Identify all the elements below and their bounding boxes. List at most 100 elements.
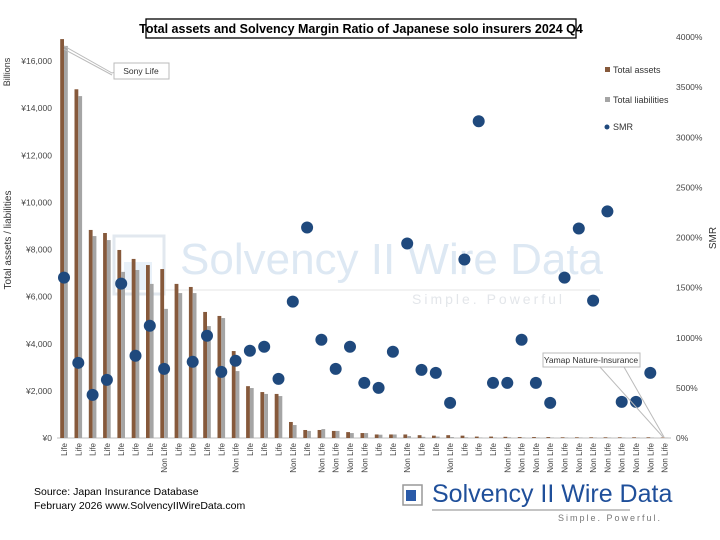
logo-frame-icon — [402, 484, 423, 506]
smr-point — [429, 366, 442, 379]
bar-total-assets — [360, 433, 365, 438]
sony-life-label-box — [113, 62, 170, 80]
bar-total-assets — [303, 429, 308, 438]
smr-point — [401, 237, 414, 250]
logo-tagline: Simple. Powerful. — [558, 513, 662, 523]
bar-total-assets — [74, 89, 79, 439]
bar-total-assets — [389, 434, 393, 438]
x-tick-label: Non Life — [346, 442, 355, 472]
yamap-leader — [599, 366, 664, 438]
x-tick-label: Life — [60, 442, 69, 455]
smr-point — [601, 205, 614, 218]
chart-title: Total assets and Solvency Margin Ratio o… — [139, 22, 583, 36]
bar-total-assets — [260, 392, 265, 438]
logo-square-icon — [406, 490, 416, 501]
smr-point — [301, 221, 314, 234]
legend-total-liabilities-label: Total liabilities — [613, 95, 669, 105]
smr-point — [472, 115, 485, 128]
y-tick-label: ¥4,000 — [25, 339, 52, 349]
bar-total-assets — [460, 435, 465, 438]
x-tick-label: Non Life — [360, 442, 369, 472]
bar-total-assets — [374, 434, 379, 438]
x-tick-label: Life — [375, 442, 384, 455]
smr-point — [444, 396, 457, 409]
y-tick-label: ¥10,000 — [20, 197, 52, 207]
smr-point — [129, 349, 142, 362]
bar-total-assets — [532, 437, 536, 438]
title-box — [145, 18, 577, 39]
logo-text: Solvency II Wire Data — [432, 480, 672, 508]
bar-total-assets — [489, 436, 493, 438]
y2-tick-label: 0% — [676, 433, 689, 443]
y-tick-label: ¥14,000 — [20, 103, 52, 113]
legend-total-assets-label: Total assets — [613, 65, 661, 75]
smr-point — [100, 373, 113, 386]
smr-point — [544, 396, 557, 409]
bar-total-liabilities — [378, 434, 383, 438]
smr-point — [258, 340, 271, 353]
y-tick-label: ¥8,000 — [25, 245, 52, 255]
smr-point — [529, 376, 542, 389]
x-tick-label: Non Life — [332, 442, 341, 472]
bar-total-assets — [131, 258, 136, 438]
smr-point — [86, 388, 99, 401]
y2-tick-label: 2000% — [676, 233, 703, 243]
bar-total-assets — [474, 436, 479, 438]
watermark-tagline: Simple. Powerful — [412, 291, 565, 307]
bar-total-liabilities — [249, 388, 254, 438]
y-tick-label: ¥2,000 — [25, 386, 52, 396]
smr-point — [415, 363, 428, 376]
bar-total-assets — [632, 437, 636, 438]
x-tick-label: Life — [174, 442, 183, 455]
bar-total-assets — [503, 436, 508, 438]
y-axis-title: Total assets / liabilities — [3, 191, 14, 290]
smr-point — [487, 376, 499, 389]
bar-total-assets — [60, 39, 64, 438]
bar-total-assets — [331, 430, 336, 438]
x-tick-label: Life — [460, 442, 469, 455]
bar-total-assets — [289, 421, 293, 438]
x-tick-label: Life — [89, 442, 98, 455]
x-tick-label: Non Life — [160, 442, 169, 472]
smr-point — [286, 295, 299, 308]
smr-point — [386, 345, 399, 358]
bar-total-liabilities — [235, 371, 240, 438]
smr-point — [315, 333, 328, 346]
bar-total-assets — [346, 432, 350, 438]
x-tick-label: Non Life — [575, 442, 584, 472]
x-tick-label: Non Life — [603, 442, 612, 472]
bar-total-liabilities — [435, 436, 440, 438]
bar-total-liabilities — [407, 436, 411, 438]
legend-total-liabilities-marker — [605, 97, 610, 102]
bar-total-assets — [403, 434, 408, 438]
smr-point — [358, 376, 371, 389]
smr-point — [158, 362, 171, 375]
x-tick-label: Non Life — [618, 442, 627, 472]
bar-total-assets — [88, 229, 93, 438]
bar-total-liabilities — [450, 437, 454, 438]
bar-total-assets — [246, 386, 250, 438]
x-tick-label: Non Life — [503, 442, 512, 472]
smr-point — [644, 366, 657, 379]
bar-total-assets — [603, 437, 608, 438]
bar-total-liabilities — [421, 436, 426, 438]
x-tick-label: Non Life — [646, 442, 655, 472]
bar-total-assets — [317, 429, 322, 438]
x-tick-label: Life — [203, 442, 212, 455]
bar-total-liabilities — [464, 437, 469, 438]
x-tick-label: Non Life — [589, 442, 598, 472]
y2-tick-label: 500% — [676, 383, 698, 393]
smr-point — [630, 395, 642, 408]
bar-total-assets — [446, 435, 451, 438]
x-tick-label: Life — [432, 442, 441, 455]
bar-total-liabilities — [121, 271, 125, 438]
y2-tick-label: 2500% — [676, 182, 703, 192]
legend-total-assets-marker — [605, 67, 610, 72]
bar-total-assets — [417, 435, 422, 438]
x-tick-label: Non Life — [232, 442, 241, 472]
bar-total-assets — [174, 283, 179, 438]
smr-point — [201, 329, 213, 342]
x-tick-label: Life — [103, 442, 112, 455]
x-tick-label: Non Life — [546, 442, 555, 472]
